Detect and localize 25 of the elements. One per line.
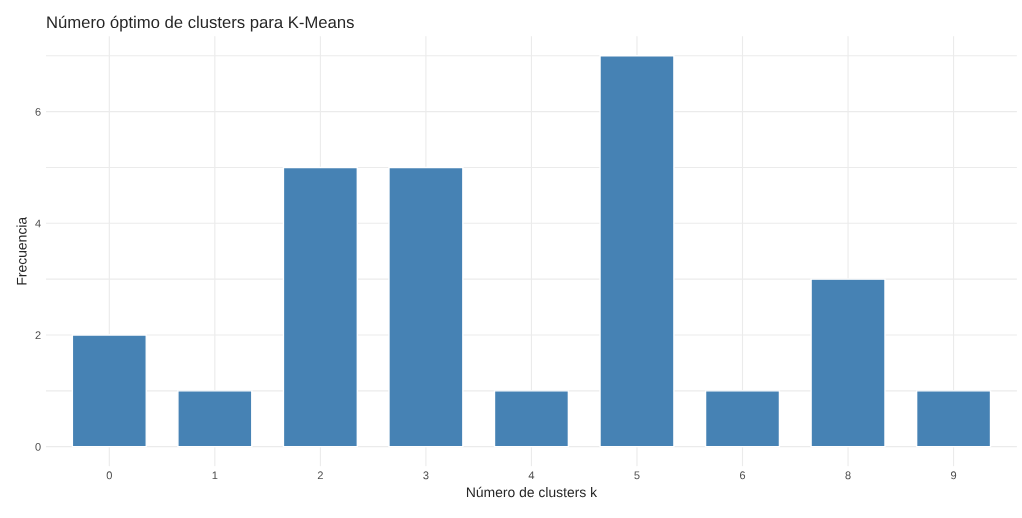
x-tick-label: 4 (528, 471, 535, 480)
bar (71, 334, 147, 448)
x-tick-label: 5 (634, 471, 640, 480)
bar (704, 390, 781, 448)
chart-title: Número óptimo de clusters para K-Means (47, 15, 354, 32)
bar (177, 390, 253, 448)
bar (282, 166, 359, 448)
x-tick-label: 9 (951, 471, 957, 480)
bar (388, 166, 464, 448)
bar (810, 278, 886, 448)
bar (493, 390, 570, 448)
x-tick-label: 3 (423, 471, 429, 480)
x-tick-label: 6 (739, 471, 746, 480)
y-tick-label: 0 (35, 442, 41, 451)
x-axis-title: Número de clusters k (466, 486, 598, 498)
bar (915, 390, 992, 448)
bar (599, 55, 675, 448)
x-tick-label: 0 (106, 471, 112, 480)
y-tick-label: 2 (35, 331, 41, 340)
y-tick-label: 4 (35, 219, 41, 228)
x-tick-label: 1 (212, 471, 218, 480)
x-tick-label: 8 (845, 471, 851, 480)
y-axis-title: Frecuencia (16, 216, 27, 285)
x-tick-label: 2 (317, 471, 323, 480)
y-tick-label: 6 (35, 107, 41, 116)
